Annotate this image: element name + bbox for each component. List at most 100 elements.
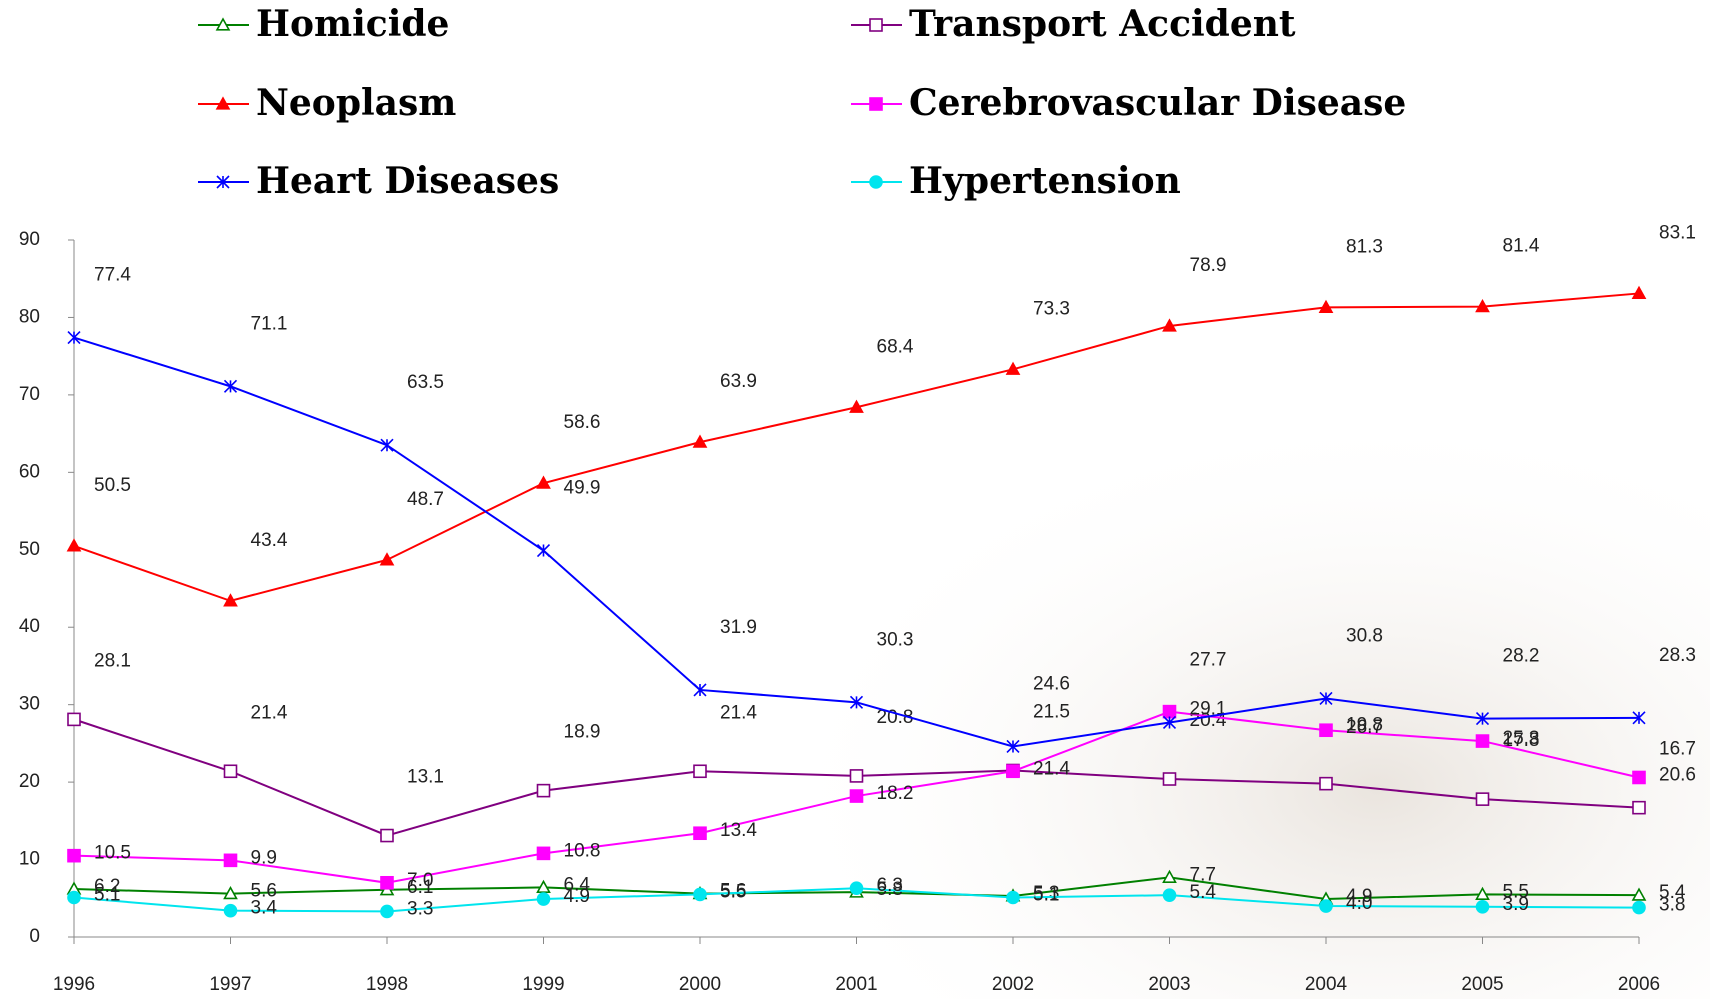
marker [380, 438, 394, 452]
data-label: 4.9 [564, 886, 590, 907]
data-label: 28.3 [1659, 645, 1696, 666]
marker [849, 695, 864, 709]
data-label: 13.4 [720, 820, 757, 841]
data-label: 3.4 [251, 898, 278, 919]
legend-label: Homicide [256, 3, 449, 45]
legend-label: Transport Accident [909, 3, 1296, 45]
data-label: 78.9 [1190, 255, 1227, 276]
legend-label: Hypertension [909, 160, 1181, 202]
x-tick-label: 1999 [522, 974, 564, 995]
marker [1632, 800, 1646, 815]
x-tick-label: 2004 [1305, 974, 1348, 995]
data-label: 18.9 [564, 722, 601, 743]
data-label: 63.5 [407, 372, 444, 393]
y-tick-label: 80 [19, 306, 40, 327]
marker [223, 853, 238, 868]
marker [1475, 712, 1490, 726]
marker [536, 783, 551, 798]
data-label: 48.7 [407, 489, 444, 510]
y-tick-label: 60 [19, 461, 40, 482]
data-label: 30.8 [1346, 625, 1383, 646]
legend-label: Heart Diseases [256, 160, 559, 202]
marker [1475, 792, 1490, 806]
data-label: 3.3 [407, 898, 433, 919]
marker [67, 848, 81, 863]
marker [1005, 361, 1021, 375]
marker [1162, 772, 1177, 786]
data-label: 5.1 [94, 885, 120, 906]
data-label: 26.7 [1346, 717, 1383, 738]
data-label: 18.2 [877, 783, 914, 804]
data-label: 5.6 [251, 881, 277, 902]
data-label: 3.8 [1659, 895, 1685, 916]
marker [1632, 711, 1646, 725]
data-label: 4.9 [1346, 886, 1372, 907]
marker [869, 97, 883, 111]
series [67, 704, 1646, 890]
marker [869, 175, 883, 189]
data-label: 21.4 [720, 702, 757, 723]
data-label: 81.3 [1346, 236, 1383, 257]
x-tick-label: 2002 [992, 974, 1034, 995]
marker [67, 890, 81, 905]
background [600, 300, 1710, 999]
x-tick-label: 2000 [679, 974, 721, 995]
marker [215, 17, 231, 31]
y-tick-label: 70 [19, 384, 40, 405]
marker [1006, 764, 1020, 779]
data-label: 83.1 [1659, 222, 1696, 243]
x-tick-label: 1997 [209, 974, 251, 995]
data-label: 5.5 [720, 881, 746, 902]
x-tick-label: 2006 [1618, 974, 1660, 995]
data-label: 4.0 [1346, 893, 1372, 914]
marker [223, 885, 238, 900]
data-label: 71.1 [251, 313, 288, 334]
marker [849, 881, 864, 896]
data-label: 20.6 [1659, 764, 1696, 785]
marker [66, 538, 82, 552]
data-label: 3.9 [1503, 894, 1529, 915]
data-label: 20.8 [877, 707, 914, 728]
marker [223, 764, 238, 779]
marker [1631, 887, 1647, 901]
y-tick-label: 40 [19, 616, 40, 637]
x-tick-label: 2005 [1461, 974, 1503, 995]
data-label: 68.4 [877, 336, 914, 357]
y-tick-label: 90 [19, 229, 40, 250]
marker [849, 789, 864, 803]
data-label: 24.6 [1033, 674, 1070, 695]
marker [1475, 734, 1490, 748]
marker [223, 593, 238, 607]
marker [536, 543, 551, 558]
data-label: 7.0 [407, 870, 433, 891]
data-label: 6.1 [407, 877, 433, 898]
marker [216, 175, 230, 189]
marker [1162, 318, 1177, 332]
x-tick-label: 1998 [366, 974, 408, 995]
marker [379, 552, 395, 566]
data-label: 5.4 [1190, 882, 1217, 903]
data-label: 13.1 [407, 767, 444, 788]
y-tick-label: 0 [29, 926, 40, 947]
data-label: 9.9 [251, 847, 277, 868]
data-label: 63.9 [720, 371, 757, 392]
marker [536, 892, 551, 906]
data-label: 28.2 [1503, 646, 1540, 667]
data-label: 7.7 [1190, 864, 1216, 885]
y-tick-label: 10 [19, 849, 40, 870]
marker [1006, 890, 1020, 905]
data-label: 19.8 [1346, 715, 1383, 736]
data-label: 10.8 [564, 840, 601, 861]
data-label: 49.9 [564, 478, 601, 499]
data-label: 25.3 [1503, 728, 1540, 749]
data-label: 81.4 [1503, 236, 1540, 257]
marker [693, 887, 707, 902]
marker [223, 379, 238, 393]
series [66, 285, 1647, 607]
data-label: 6.4 [564, 874, 591, 895]
series [67, 331, 1646, 754]
data-label: 27.7 [1190, 649, 1227, 670]
marker [1475, 899, 1490, 914]
data-label: 21.4 [1033, 758, 1070, 779]
